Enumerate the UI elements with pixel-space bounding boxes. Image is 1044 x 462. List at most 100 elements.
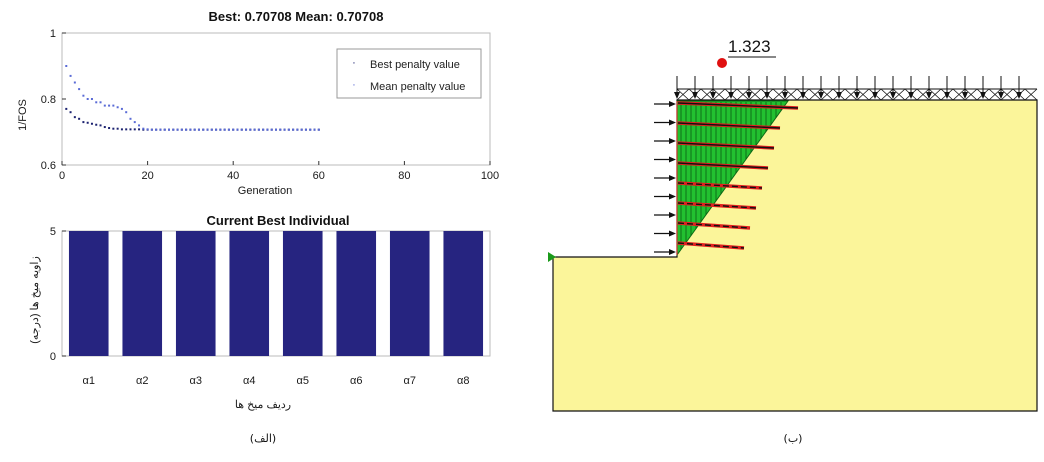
mean-point bbox=[176, 128, 179, 131]
best-point bbox=[129, 128, 132, 131]
bar-8 bbox=[443, 231, 484, 356]
mean-point bbox=[163, 128, 166, 131]
best-point bbox=[112, 127, 115, 130]
mean-point bbox=[69, 74, 72, 77]
mean-point bbox=[257, 128, 260, 131]
mean-point bbox=[292, 128, 295, 131]
bar-2 bbox=[122, 231, 163, 356]
critical-center-marker bbox=[717, 58, 727, 68]
x-tick-label: 20 bbox=[141, 170, 153, 182]
factor-of-safety-label: 1.323 bbox=[728, 37, 771, 56]
mean-point bbox=[236, 128, 239, 131]
mean-point bbox=[262, 128, 265, 131]
surcharge-hatch bbox=[712, 88, 726, 101]
mean-point bbox=[279, 128, 282, 131]
convergence-y-axis-label: 1/FOS bbox=[17, 99, 29, 131]
mean-point bbox=[300, 128, 303, 131]
convergence-chart: Best: 0.70708 Mean: 0.70708 1/FOS Genera… bbox=[17, 9, 499, 197]
surcharge-hatch bbox=[844, 88, 858, 101]
surcharge-arrow-head bbox=[710, 92, 716, 99]
mean-point bbox=[296, 128, 299, 131]
surcharge-arrow-head bbox=[944, 92, 950, 99]
surcharge-hatch bbox=[1024, 88, 1038, 101]
surcharge-arrow-head bbox=[728, 92, 734, 99]
surcharge-hatch bbox=[700, 88, 714, 101]
nail-core-5 bbox=[677, 182, 763, 189]
mean-point bbox=[120, 107, 123, 110]
mean-point bbox=[116, 106, 119, 109]
bar-3 bbox=[175, 231, 216, 356]
mean-point bbox=[180, 128, 183, 131]
surcharge-hatch bbox=[916, 88, 930, 101]
mean-point bbox=[215, 128, 218, 131]
best-point bbox=[120, 128, 123, 131]
pressure-arrow-head bbox=[669, 119, 676, 126]
best-individual-chart: Current Best Individual زاویه میخ ها (در… bbox=[29, 213, 491, 411]
legend-marker-best: · bbox=[352, 57, 356, 69]
series-mean bbox=[65, 65, 320, 131]
left-boundary-marker bbox=[548, 252, 556, 262]
nail-core-4 bbox=[677, 162, 769, 169]
pressure-arrow-head bbox=[669, 101, 676, 107]
pressure-arrow-head bbox=[669, 138, 676, 144]
mean-point bbox=[197, 128, 200, 131]
mean-point bbox=[90, 98, 93, 100]
mean-point bbox=[223, 128, 226, 131]
bar-category-label: α4 bbox=[243, 375, 255, 387]
pressure-arrow-head bbox=[669, 156, 676, 163]
surcharge-arrow-head bbox=[998, 92, 1004, 99]
mean-point bbox=[309, 128, 312, 131]
bar-4 bbox=[229, 231, 270, 356]
convergence-series bbox=[65, 65, 320, 131]
pressure-arrow-head bbox=[669, 249, 676, 255]
surcharge-hatch bbox=[964, 88, 978, 101]
nail-core-3 bbox=[677, 142, 775, 149]
mean-point bbox=[103, 104, 106, 107]
bar-y-tick-label: 5 bbox=[50, 226, 56, 238]
mean-point bbox=[313, 128, 316, 131]
surcharge-arrow-head bbox=[872, 92, 878, 99]
x-tick-label: 100 bbox=[481, 170, 499, 182]
best-point bbox=[78, 117, 81, 120]
bar-category-label: α1 bbox=[83, 375, 95, 387]
convergence-chart-title: Best: 0.70708 Mean: 0.70708 bbox=[209, 9, 384, 24]
x-tick-label: 40 bbox=[227, 170, 239, 182]
mean-point bbox=[232, 128, 235, 131]
surcharge-arrow-head bbox=[854, 92, 860, 99]
pressure-arrow-head bbox=[669, 212, 676, 218]
mean-point bbox=[227, 128, 230, 131]
mean-point bbox=[253, 128, 256, 131]
soil-nails bbox=[676, 101, 799, 255]
mean-point bbox=[249, 128, 252, 131]
surcharge-arrow-head bbox=[782, 92, 788, 99]
surcharge-hatch bbox=[736, 88, 750, 101]
best-point bbox=[99, 124, 102, 127]
bar-1 bbox=[68, 231, 109, 356]
nail-core-8 bbox=[677, 242, 745, 249]
nail-core-2 bbox=[677, 122, 781, 129]
mean-point bbox=[172, 128, 175, 131]
x-tick-label: 0 bbox=[59, 170, 65, 182]
legend-label-best: Best penalty value bbox=[370, 59, 460, 71]
surcharge-arrow-head bbox=[962, 92, 968, 99]
surcharge-hatch bbox=[808, 88, 822, 101]
surcharge-hatch bbox=[928, 88, 942, 101]
best-point bbox=[108, 127, 111, 130]
bar-category-label: α2 bbox=[136, 375, 148, 387]
surcharge-load bbox=[674, 76, 1038, 101]
surcharge-arrow-head bbox=[818, 92, 824, 99]
y-tick-label: 0.8 bbox=[41, 94, 56, 106]
best-point bbox=[138, 128, 141, 131]
caption-right: (ب) bbox=[784, 432, 803, 445]
mean-point bbox=[112, 104, 115, 107]
surcharge-arrow-head bbox=[746, 92, 752, 99]
soil-body bbox=[552, 99, 1038, 412]
mean-point bbox=[287, 128, 290, 131]
mean-point bbox=[202, 128, 205, 131]
mean-point bbox=[95, 101, 98, 104]
mean-point bbox=[317, 128, 320, 131]
surcharge-hatch bbox=[880, 88, 894, 101]
mean-point bbox=[133, 121, 136, 124]
mean-point bbox=[206, 128, 209, 131]
